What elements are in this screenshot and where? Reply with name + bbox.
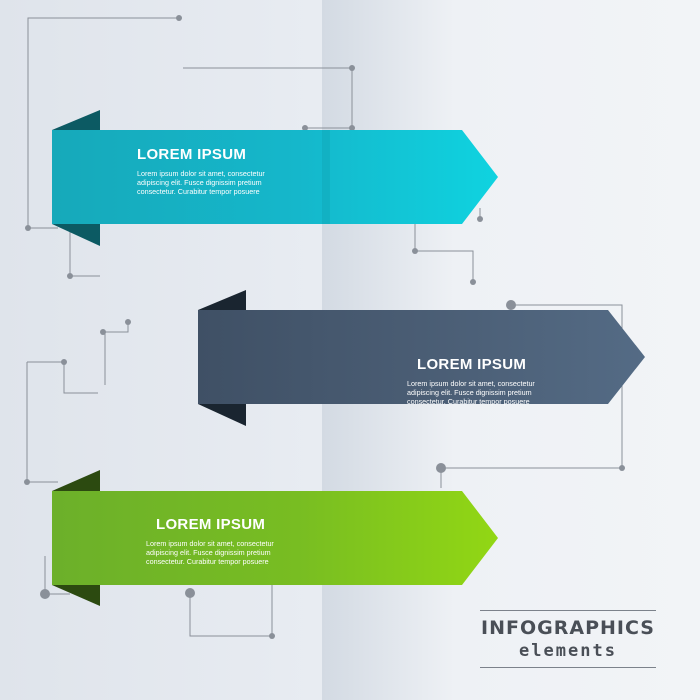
arrow-step-1-description: Lorem ipsum dolor sit amet, consectetur … <box>137 169 265 196</box>
arrow-step-1-title: LOREM IPSUM <box>137 146 247 163</box>
arrow-step-3-description: Lorem ipsum dolor sit amet, consectetur … <box>146 539 274 566</box>
infographics-brand: INFOGRAPHICS elements <box>480 610 656 668</box>
arrow-step-2-description: Lorem ipsum dolor sit amet, consectetur … <box>407 379 535 406</box>
brand-bottom-rule <box>480 667 656 668</box>
brand-top-rule <box>480 610 656 611</box>
arrow-step-2-title: LOREM IPSUM <box>417 356 527 373</box>
brand-title: INFOGRAPHICS <box>481 617 655 639</box>
arrow-step-3-title: LOREM IPSUM <box>156 516 266 533</box>
brand-subtitle: elements <box>519 641 617 661</box>
